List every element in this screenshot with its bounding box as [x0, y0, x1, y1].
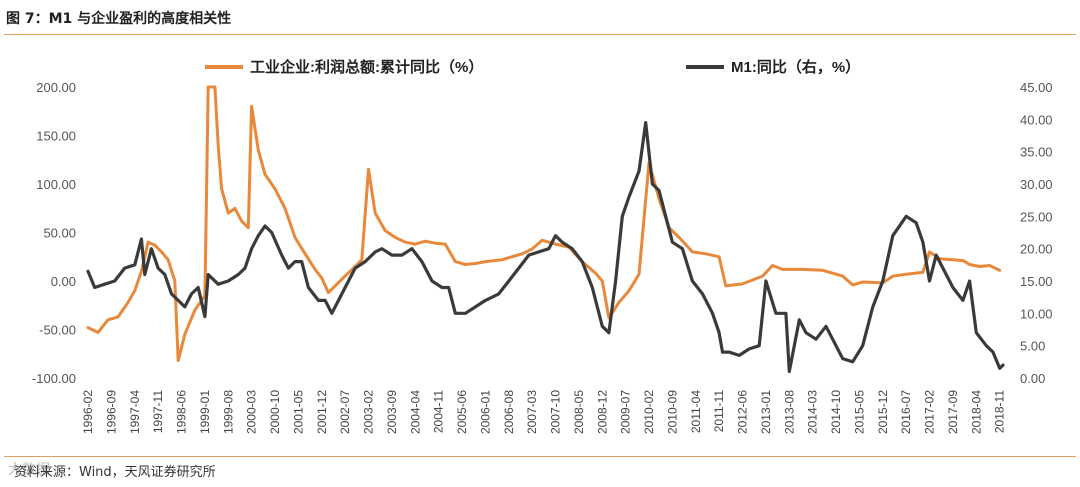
x-tick-label: 2013-08 [782, 390, 796, 434]
x-tick-label: 2017-02 [923, 390, 937, 434]
chart-title: 图 7：M1 与企业盈利的高度相关性 [6, 11, 232, 27]
series-line-m1 [86, 120, 1005, 374]
legend: 工业企业:利润总额:累计同比（%） M1:同比（右，%） [205, 58, 860, 76]
x-tick-label: 2008-05 [572, 390, 586, 434]
x-tick-label: 1999-01 [198, 390, 212, 434]
x-tick-label: 2008-12 [595, 390, 609, 434]
left-tick-label: -50.00 [39, 323, 76, 338]
x-tick-label: 2014-10 [829, 390, 843, 434]
x-tick-label: 2005-06 [455, 390, 469, 434]
right-tick-label: 30.00 [1020, 177, 1053, 192]
x-tick-label: 2011-11 [712, 390, 726, 433]
x-tick-label: 2006-01 [478, 390, 492, 434]
left-tick-label: 0.00 [51, 274, 76, 289]
legend-m1-label: M1:同比（右，%） [731, 58, 860, 76]
x-tick-label: 2018-11 [993, 390, 1007, 433]
right-tick-label: 10.00 [1020, 306, 1053, 321]
x-tick-label: 2010-02 [642, 390, 656, 434]
x-tick-label: 1996-09 [104, 390, 118, 434]
top-rule [4, 34, 1076, 35]
x-tick-label: 2002-07 [338, 390, 352, 434]
right-tick-label: 0.00 [1020, 371, 1045, 386]
left-tick-label: 100.00 [36, 177, 76, 192]
x-axis-ticks: 1996-02 1996-09 1997-04 1997-11 1998-06 1999-… [81, 390, 1007, 434]
watermark: 大数据 [8, 462, 50, 478]
left-tick-label: -100.00 [32, 371, 76, 386]
x-tick-label: 2001-05 [291, 390, 305, 434]
x-tick-label: 1997-11 [151, 390, 165, 433]
series-layer [86, 85, 1005, 374]
right-tick-label: 20.00 [1020, 242, 1053, 257]
x-tick-label: 2016-07 [899, 390, 913, 434]
x-tick-label: 2018-04 [969, 390, 983, 434]
left-tick-label: 50.00 [43, 226, 76, 241]
x-tick-label: 2014-03 [806, 390, 820, 434]
legend-profit-label: 工业企业:利润总额:累计同比（%） [250, 58, 483, 76]
left-tick-label: 150.00 [36, 129, 76, 144]
x-tick-label: 2003-02 [362, 390, 376, 434]
right-tick-label: 45.00 [1020, 80, 1053, 95]
x-tick-label: 2000-03 [245, 390, 259, 434]
x-tick-label: 2010-09 [665, 390, 679, 434]
right-tick-label: 40.00 [1020, 112, 1053, 127]
x-tick-label: 1997-04 [128, 390, 142, 434]
right-tick-label: 35.00 [1020, 145, 1053, 160]
x-tick-label: 2012-06 [736, 390, 750, 434]
x-tick-label: 2001-12 [315, 390, 329, 434]
right-axis-ticks: 45.00 40.00 35.00 30.00 25.00 20.00 15.00 10.00… [1020, 80, 1053, 386]
x-tick-label: 2015-05 [852, 390, 866, 434]
right-tick-label: 5.00 [1020, 339, 1045, 354]
x-tick-label: 2007-03 [525, 390, 539, 434]
x-tick-label: 2013-01 [759, 390, 773, 434]
series-line-profit [86, 85, 1002, 362]
x-tick-label: 2000-10 [268, 390, 282, 434]
source-note: 资料来源：Wind，天风证券研究所 [14, 465, 216, 480]
x-tick-label: 2017-09 [946, 390, 960, 434]
x-tick-label: 2003-09 [385, 390, 399, 434]
x-tick-label: 1998-06 [175, 390, 189, 434]
x-tick-label: 2009-07 [619, 390, 633, 434]
left-axis-ticks: 200.00 150.00 100.00 50.00 0.00 -50.00 -100.00 [32, 80, 76, 386]
right-tick-label: 15.00 [1020, 274, 1053, 289]
x-tick-label: 2015-12 [876, 390, 890, 434]
x-tick-label: 2006-08 [502, 390, 516, 434]
left-tick-label: 200.00 [36, 80, 76, 95]
x-tick-label: 2004-04 [408, 390, 422, 434]
x-tick-label: 1999-08 [221, 390, 235, 434]
right-tick-label: 25.00 [1020, 209, 1053, 224]
x-tick-label: 1996-02 [81, 390, 95, 434]
x-tick-label: 2011-04 [689, 390, 703, 433]
x-tick-label: 2004-11 [432, 390, 446, 433]
bottom-rule [4, 456, 1076, 457]
x-tick-label: 2007-10 [549, 390, 563, 434]
